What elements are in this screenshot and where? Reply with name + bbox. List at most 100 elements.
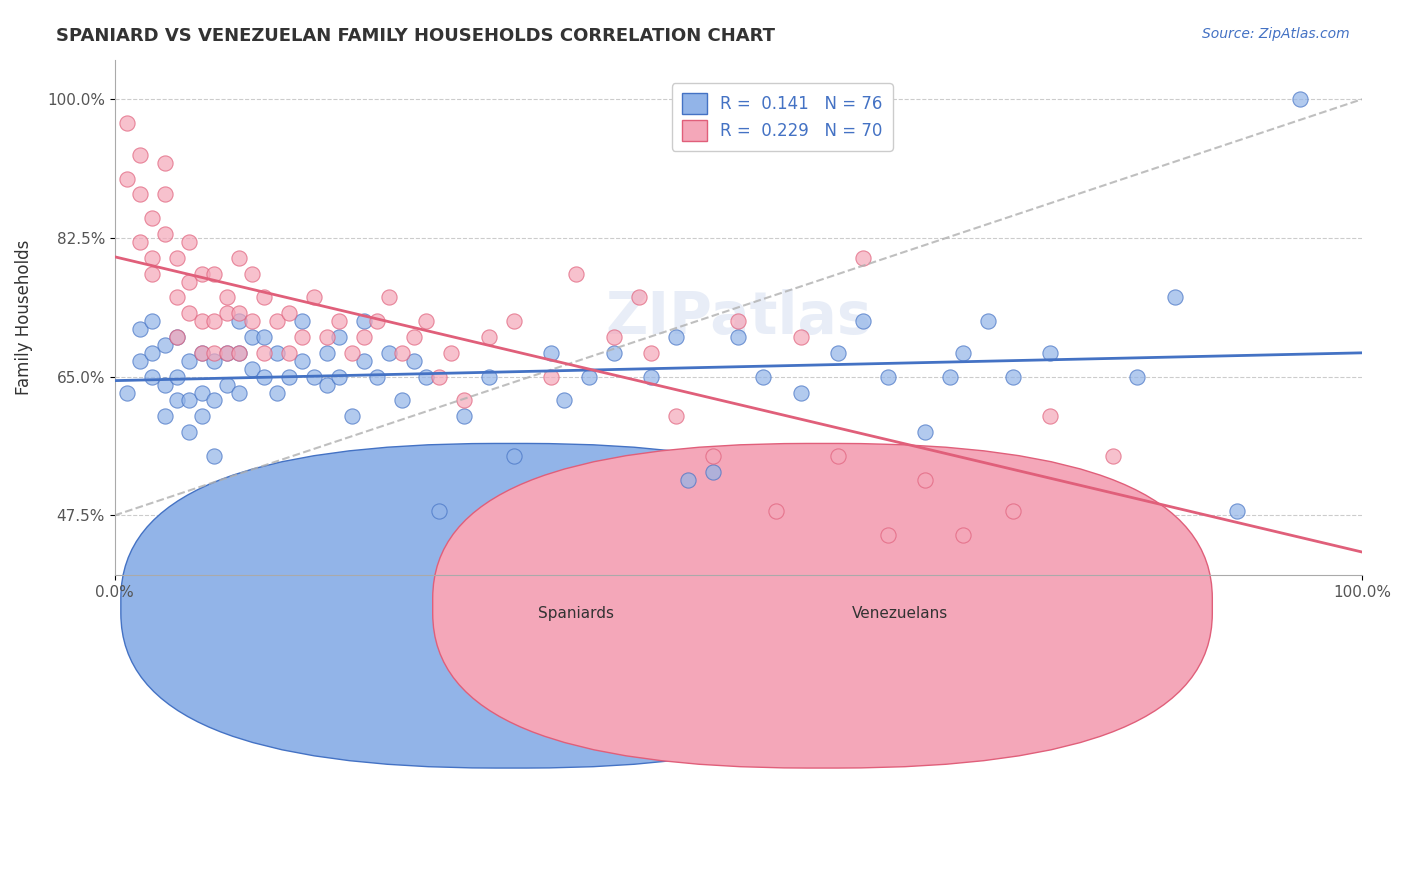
Point [128, 187, 150, 202]
Point [128, 235, 150, 249]
Point [1001, 369, 1024, 384]
Point [789, 385, 811, 400]
Point [565, 267, 588, 281]
Point [179, 306, 201, 320]
Point [128, 354, 150, 368]
Point [1164, 290, 1187, 304]
Point [166, 251, 188, 265]
Point [1039, 346, 1062, 360]
Text: Spaniards: Spaniards [538, 606, 614, 621]
Point [228, 346, 250, 360]
Point [166, 290, 188, 304]
Point [302, 290, 325, 304]
Point [128, 147, 150, 161]
Point [215, 290, 238, 304]
Point [315, 330, 337, 344]
Point [240, 330, 263, 344]
Point [315, 377, 337, 392]
Point [702, 449, 724, 463]
Point [291, 354, 314, 368]
Point [228, 306, 250, 320]
Point [215, 346, 238, 360]
Point [141, 211, 163, 226]
Point [391, 393, 413, 408]
Point [478, 330, 501, 344]
Point [215, 377, 238, 392]
Point [266, 385, 288, 400]
Point [191, 346, 214, 360]
Point [179, 354, 201, 368]
Point [179, 425, 201, 439]
Text: Venezuelans: Venezuelans [852, 606, 949, 621]
Point [852, 314, 875, 328]
Point [191, 409, 214, 424]
Y-axis label: Family Households: Family Households [15, 240, 32, 395]
Point [1288, 92, 1310, 106]
Point [202, 354, 225, 368]
Point [939, 369, 962, 384]
Point [141, 267, 163, 281]
Point [191, 314, 214, 328]
Point [153, 155, 176, 169]
Point [378, 290, 401, 304]
Point [215, 306, 238, 320]
Point [202, 449, 225, 463]
Point [278, 369, 301, 384]
Point [153, 377, 176, 392]
Point [240, 314, 263, 328]
Point [827, 346, 849, 360]
Point [665, 409, 688, 424]
Point [115, 171, 138, 186]
Point [202, 267, 225, 281]
Point [665, 330, 688, 344]
Point [752, 369, 775, 384]
Legend: R =  0.141   N = 76, R =  0.229   N = 70: R = 0.141 N = 76, R = 0.229 N = 70 [672, 83, 893, 151]
Point [202, 314, 225, 328]
Point [278, 346, 301, 360]
Point [366, 314, 388, 328]
Point [852, 251, 875, 265]
Point [240, 361, 263, 376]
Point [128, 322, 150, 336]
Point [540, 346, 562, 360]
Point [1039, 409, 1062, 424]
Point [166, 393, 188, 408]
Point [153, 227, 176, 241]
Point [977, 314, 1000, 328]
Point [553, 393, 575, 408]
Point [366, 369, 388, 384]
Point [253, 330, 276, 344]
Point [602, 346, 624, 360]
Point [202, 393, 225, 408]
Point [1226, 504, 1249, 518]
Point [914, 425, 936, 439]
Point [727, 330, 749, 344]
Point [378, 346, 401, 360]
Point [440, 346, 463, 360]
Point [328, 314, 350, 328]
Point [877, 369, 900, 384]
Point [179, 393, 201, 408]
Point [952, 528, 974, 542]
Point [215, 346, 238, 360]
Point [914, 473, 936, 487]
Point [266, 314, 288, 328]
Point [391, 346, 413, 360]
Point [402, 330, 425, 344]
Point [166, 330, 188, 344]
Point [453, 393, 475, 408]
Text: SPANIARD VS VENEZUELAN FAMILY HOUSEHOLDS CORRELATION CHART: SPANIARD VS VENEZUELAN FAMILY HOUSEHOLDS… [56, 27, 775, 45]
Point [702, 465, 724, 479]
Point [153, 338, 176, 352]
Point [353, 330, 375, 344]
Point [353, 354, 375, 368]
Point [141, 369, 163, 384]
Point [191, 267, 214, 281]
Point [1001, 504, 1024, 518]
Point [315, 346, 337, 360]
Point [240, 267, 263, 281]
Point [328, 330, 350, 344]
Point [678, 473, 700, 487]
Point [166, 369, 188, 384]
Point [328, 369, 350, 384]
